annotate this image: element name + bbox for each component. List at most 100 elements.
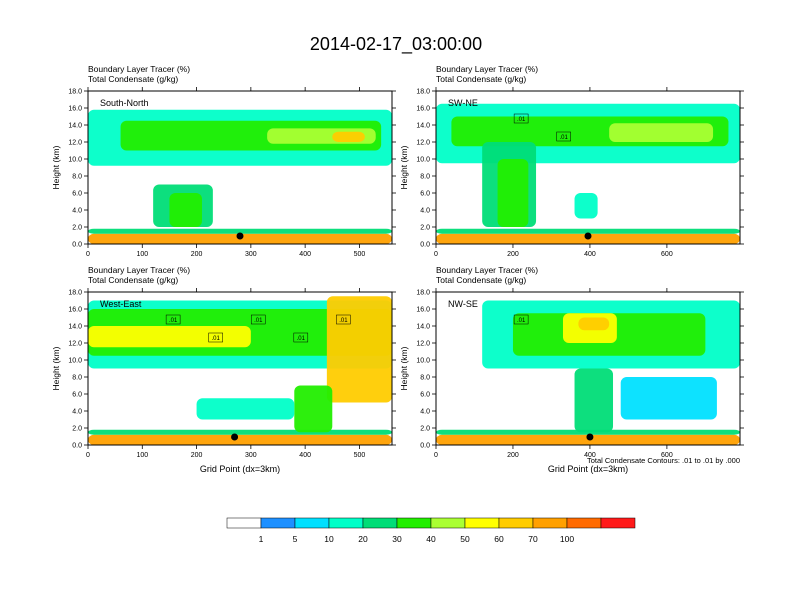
colorbar: 1 5 10 20 30 40 50 60 70 100 [226,517,636,544]
location-marker [584,232,592,240]
x-tick-label: 100 [136,452,148,459]
y-tick-label: 10.0 [416,358,430,365]
panel-subtitle: Total Condensate (g/kg) [88,74,178,84]
contour-label: .01 [254,318,263,324]
colorbar-swatch [294,517,330,529]
y-tick-label: 12.0 [68,341,82,348]
y-tick-label: 18.0 [416,89,430,96]
field-region [497,159,529,227]
y-axis-label: Height (km) [51,346,61,390]
y-tick-label: 8.0 [72,375,82,382]
location-marker [586,433,594,441]
y-tick-label: 0.0 [72,242,82,249]
panel-subtitle: Total Condensate (g/kg) [88,275,178,285]
y-tick-label: 4.0 [420,208,430,215]
x-tick-label: 100 [136,251,148,258]
y-tick-label: 12.0 [416,140,430,147]
colorbar-swatch [260,517,296,529]
x-tick-label: 400 [584,251,596,258]
location-marker [231,433,239,441]
figure-title: 2014-02-17_03:00:00 [310,34,482,55]
panel-title: Boundary Layer Tracer (%) [88,64,190,74]
colorbar-label: 20 [358,534,368,544]
y-tick-label: 16.0 [68,106,82,113]
panel-west-east: Boundary Layer Tracer (%)Total Condensat… [51,265,396,474]
x-tick-label: 200 [507,452,519,459]
y-axis-label: Height (km) [51,145,61,189]
x-tick-label: 600 [661,452,673,459]
colorbar-swatch [566,517,602,529]
x-axis-label: Grid Point (dx=3km) [200,464,280,474]
field-region [88,434,392,445]
contour-label-box [165,314,181,325]
x-tick-label: 500 [354,452,366,459]
y-tick-label: 14.0 [68,324,82,331]
y-tick-label: 2.0 [420,225,430,232]
field-region [294,385,333,433]
panel-sw-ne: Boundary Layer Tracer (%)Total Condensat… [399,64,744,258]
colorbar-label: 50 [460,534,470,544]
contour-label: .01 [212,336,221,342]
y-tick-label: 18.0 [68,89,82,96]
colorbar-swatch [226,517,262,529]
panel-nw-se: Boundary Layer Tracer (%)Total Condensat… [399,265,744,474]
plot-frame [435,291,741,446]
y-tick-label: 14.0 [416,324,430,331]
field-region [578,317,610,331]
y-tick-label: 10.0 [68,358,82,365]
panel-name: South-North [100,98,149,108]
field-region [88,228,392,234]
x-tick-label: 200 [191,251,203,258]
x-tick-label: 300 [245,251,257,258]
contour-label: .01 [169,318,178,324]
y-tick-label: 14.0 [416,123,430,130]
y-tick-label: 8.0 [72,174,82,181]
field-region [574,368,614,433]
field-region [574,193,598,219]
x-tick-label: 500 [354,251,366,258]
panel-name: NW-SE [448,299,478,309]
field-region [332,131,365,142]
field-region [196,398,295,420]
contour-label-box [208,332,223,343]
y-tick-label: 0.0 [420,443,430,450]
y-tick-label: 0.0 [420,242,430,249]
y-tick-label: 2.0 [72,225,82,232]
y-tick-label: 14.0 [68,123,82,130]
contour-label-box [336,314,351,325]
contour-label: .01 [339,318,348,324]
field-region [88,429,392,435]
heatmap-field [88,91,392,244]
field-region [169,193,202,227]
y-tick-label: 2.0 [72,426,82,433]
field-region [88,326,251,348]
colorbar-label: 1 [259,534,264,544]
x-tick-label: 300 [245,452,257,459]
contour-label-box [513,314,529,325]
panel-title: Boundary Layer Tracer (%) [436,64,538,74]
panel-subtitle: Total Condensate (g/kg) [436,275,526,285]
colorbar-swatch [464,517,500,529]
y-axis-label: Height (km) [399,346,409,390]
contour-label: .01 [517,318,526,324]
contour-label-box [513,113,529,124]
contour-label: .01 [517,117,526,123]
y-tick-label: 10.0 [416,157,430,164]
colorbar-label: 70 [528,534,538,544]
panel-subtitle: Total Condensate (g/kg) [436,74,526,84]
colorbar-swatch [396,517,432,529]
colorbar-swatch [362,517,398,529]
y-tick-label: 4.0 [420,409,430,416]
plot-frame [435,90,741,245]
colorbar-swatch [532,517,568,529]
heatmap-field [436,91,740,244]
colorbar-swatch [498,517,534,529]
x-tick-label: 200 [507,251,519,258]
contour-label-box [250,314,266,325]
y-tick-label: 6.0 [420,191,430,198]
panel-title: Boundary Layer Tracer (%) [88,265,190,275]
contour-label: .01 [297,336,306,342]
field-region [436,228,740,234]
x-tick-label: 0 [434,251,438,258]
